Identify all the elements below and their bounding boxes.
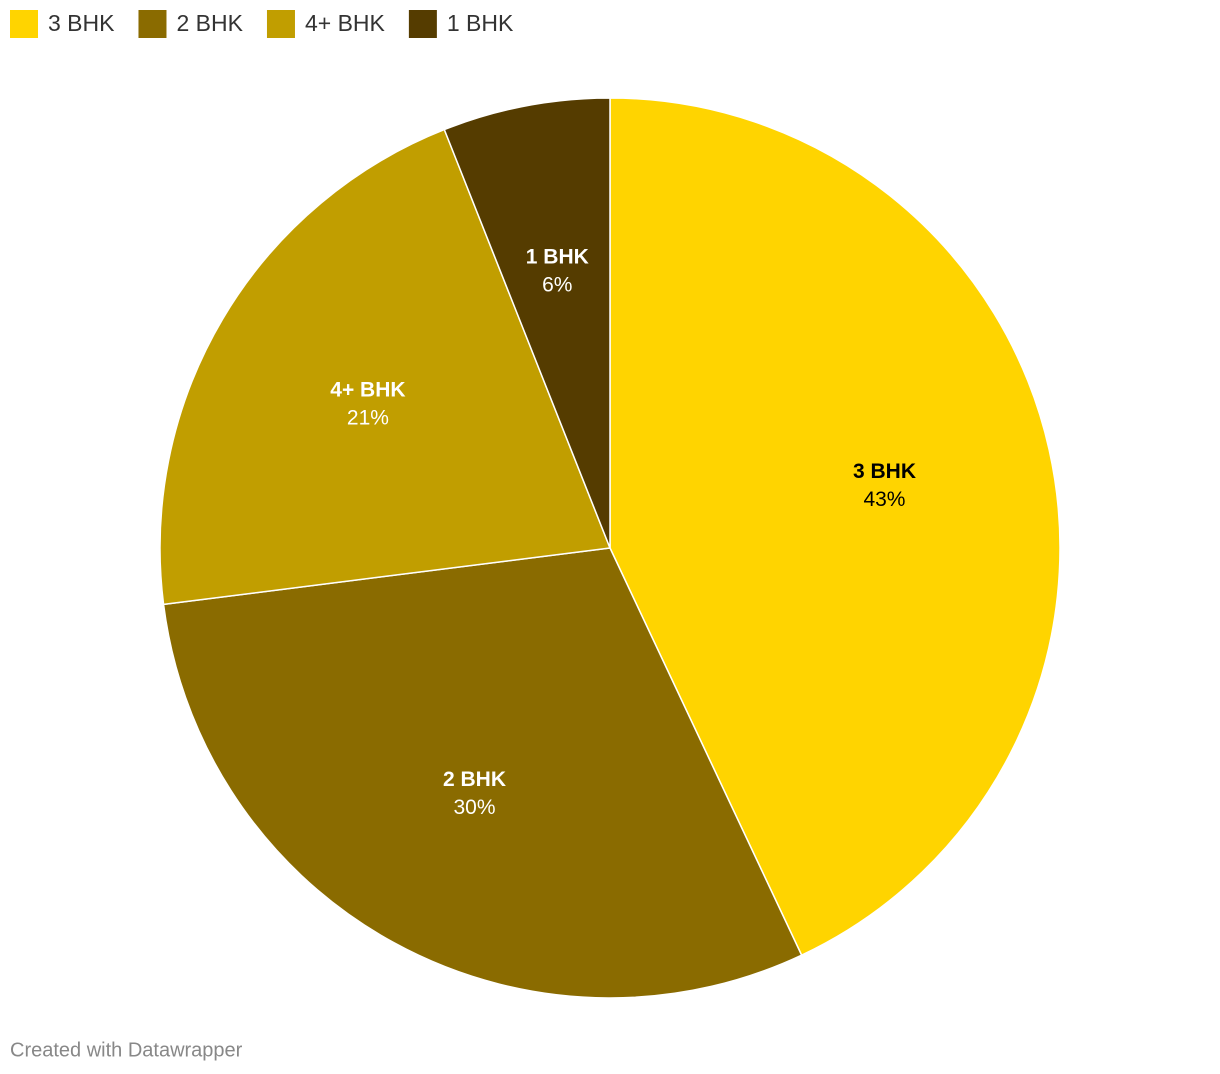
legend-label: 3 BHK — [48, 10, 115, 36]
slice-label: 1 BHK — [526, 245, 589, 268]
footer: Created with Datawrapper — [10, 1039, 243, 1061]
slice-label: 3 BHK — [853, 460, 916, 483]
pie-slice — [443, 97, 611, 549]
legend-label: 4+ BHK — [305, 10, 386, 36]
legend-swatch — [266, 10, 295, 38]
slice-value: 21% — [347, 406, 389, 429]
legend-label: 2 BHK — [176, 10, 243, 36]
slice-value: 6% — [542, 273, 572, 296]
legend-swatch — [10, 10, 38, 38]
pie-slice — [162, 547, 803, 999]
legend-swatch — [408, 10, 437, 38]
pie-slice — [159, 128, 612, 606]
slice-label: 4+ BHK — [330, 378, 405, 401]
legend-label: 1 BHK — [447, 10, 514, 36]
legend-swatch — [138, 10, 167, 38]
slice-value: 43% — [863, 488, 905, 511]
slice-label: 2 BHK — [443, 768, 506, 791]
pie-slice — [609, 97, 1061, 957]
slice-value: 30% — [453, 796, 495, 819]
